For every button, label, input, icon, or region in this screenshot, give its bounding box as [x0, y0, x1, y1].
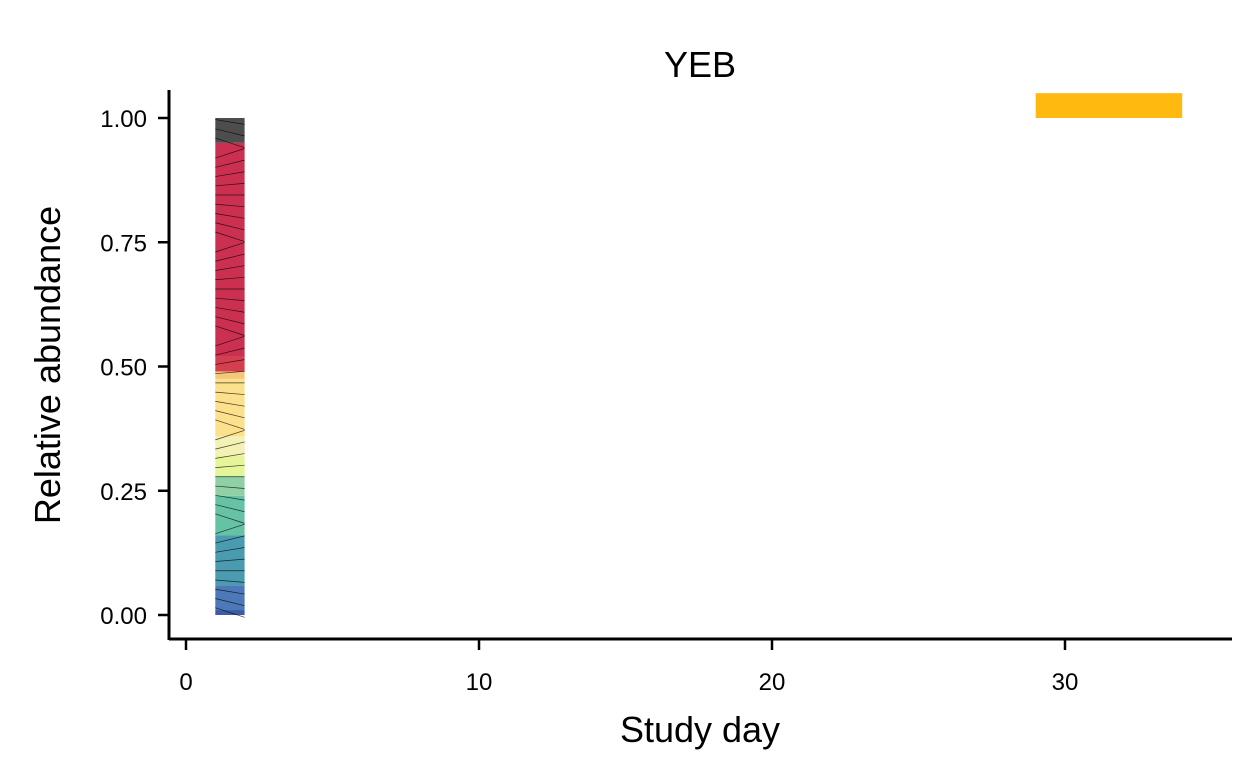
- stack-segment-10: [215, 142, 245, 357]
- stack-separator-35: [215, 242, 245, 253]
- x-tick-label-1: 10: [466, 669, 493, 696]
- stack-segment-3: [215, 495, 245, 536]
- stack-separator-21: [215, 391, 245, 395]
- stack-separator-10: [215, 504, 245, 513]
- stack-separator-29: [215, 307, 245, 313]
- stack-separator-23: [215, 370, 245, 375]
- y-tick-label-2: 0.50: [100, 355, 147, 382]
- stack-separator-41: [215, 183, 245, 187]
- stack-separator-11: [215, 494, 245, 501]
- stack-segment-4: [215, 475, 245, 496]
- stack-separator-34: [215, 253, 245, 262]
- axes: [167, 90, 1232, 641]
- stack-separator-3: [215, 579, 245, 583]
- y-tick-label-3: 0.75: [100, 230, 147, 257]
- stack-separator-46: [215, 128, 245, 137]
- stack-separator-16: [215, 441, 245, 450]
- stack-separator-2: [215, 588, 245, 595]
- y-axis-title: Relative abundance: [27, 206, 68, 524]
- stack-separator-38: [215, 213, 245, 219]
- stack-separator-45: [215, 137, 245, 148]
- stack-separator-17: [215, 429, 245, 441]
- stacked-area-layer: [215, 118, 245, 618]
- x-tick-label-0: 0: [179, 669, 192, 696]
- stack-separator-42: [215, 171, 245, 177]
- stack-separator-6: [215, 547, 245, 553]
- stack-separator-47: [215, 119, 245, 125]
- stack-separator-8: [215, 523, 245, 535]
- x-tick-label-2: 20: [759, 669, 786, 696]
- chart-title: YEB: [664, 44, 736, 85]
- stack-segment-8: [215, 371, 245, 379]
- stack-separator-25: [215, 347, 245, 356]
- x-axis-title: Study day: [620, 709, 780, 750]
- highlight-layer: [1035, 93, 1183, 118]
- stack-separator-9: [215, 513, 245, 524]
- stack-separator-24: [215, 359, 245, 365]
- y-tick-label-1: 0.25: [100, 479, 147, 506]
- stack-separator-15: [215, 453, 245, 459]
- stack-segment-1: [215, 585, 245, 611]
- stack-separator-1: [215, 598, 245, 607]
- stack-separator-44: [215, 148, 245, 159]
- y-tick-label-4: 1.00: [100, 106, 147, 133]
- x-tick-label-3: 30: [1052, 669, 1079, 696]
- stack-separator-36: [215, 231, 245, 242]
- y-tick-label-0: 0.00: [100, 603, 147, 630]
- stack-separator-32: [215, 276, 245, 281]
- stack-separator-26: [215, 336, 245, 347]
- ticks: 0 10 20 30 0.00 0.25 0.50 0.75 1.00: [100, 106, 1078, 696]
- stack-separator-12: [215, 485, 245, 489]
- stack-separator-14: [215, 464, 245, 468]
- stack-segment-7: [215, 378, 245, 437]
- stack-separator-5: [215, 558, 245, 562]
- stack-separator-0: [215, 607, 245, 618]
- highlight-bar: [1035, 93, 1183, 118]
- stack-separator-20: [215, 401, 245, 407]
- stack-separator-19: [215, 410, 245, 419]
- stack-segment-5: [215, 455, 245, 476]
- stack-separator-27: [215, 325, 245, 336]
- stack-segment-9: [215, 356, 245, 372]
- stack-separator-28: [215, 316, 245, 325]
- stack-separator-39: [215, 203, 245, 208]
- stack-separator-7: [215, 535, 245, 544]
- stack-separator-18: [215, 419, 245, 430]
- stack-separator-43: [215, 159, 245, 168]
- stack-segment-6: [215, 436, 245, 456]
- stack-separator-37: [215, 222, 245, 231]
- stack-separator-33: [215, 265, 245, 271]
- stack-separator-30: [215, 297, 245, 301]
